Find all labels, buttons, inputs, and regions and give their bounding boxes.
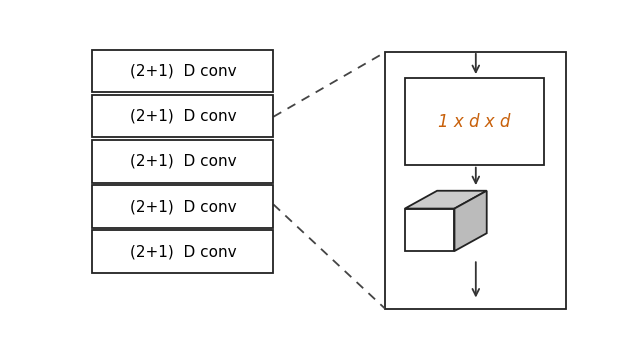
Text: 1 x d x d: 1 x d x d <box>438 112 511 131</box>
Polygon shape <box>405 209 454 251</box>
Bar <box>385 52 566 309</box>
Text: (2+1)  D conv: (2+1) D conv <box>130 244 236 259</box>
Text: (2+1)  D conv: (2+1) D conv <box>130 63 236 78</box>
Text: (2+1)  D conv: (2+1) D conv <box>130 199 236 214</box>
Bar <box>405 78 544 165</box>
Bar <box>92 230 273 273</box>
Bar <box>92 49 273 92</box>
Polygon shape <box>454 191 487 251</box>
Bar <box>92 95 273 137</box>
Bar <box>92 185 273 228</box>
Text: (2+1)  D conv: (2+1) D conv <box>130 154 236 169</box>
Polygon shape <box>405 191 487 209</box>
Bar <box>92 140 273 183</box>
Text: (2+1)  D conv: (2+1) D conv <box>130 109 236 124</box>
